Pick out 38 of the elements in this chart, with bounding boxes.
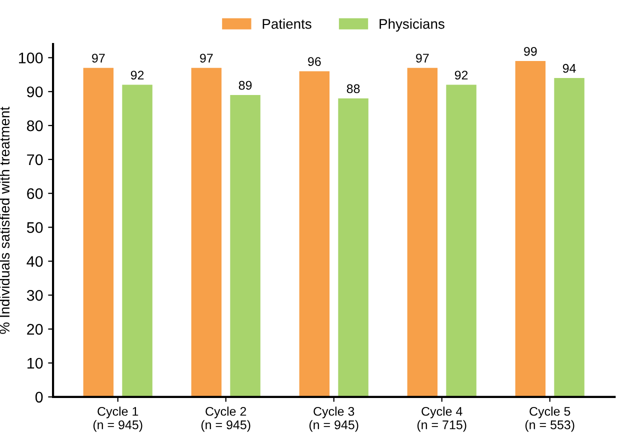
- y-tick-label: 100: [18, 52, 43, 64]
- y-tick-label: 30: [26, 290, 43, 301]
- bar: [407, 68, 438, 397]
- x-tick-label: Cycle 3 (n = 945): [309, 406, 358, 432]
- bar: [338, 98, 368, 397]
- y-tick-label: 50: [26, 222, 43, 233]
- y-tick-label: 90: [27, 86, 43, 98]
- x-tick-label: Cycle 4 (n = 715): [417, 406, 466, 432]
- data-label: 97: [416, 54, 429, 63]
- y-tick-label: 80: [26, 120, 43, 132]
- bar: [299, 71, 330, 397]
- y-tick-label: 60: [27, 188, 43, 200]
- bar: [191, 68, 222, 397]
- data-label: 94: [562, 64, 576, 73]
- data-label: 88: [346, 84, 360, 94]
- y-tick-label: 0: [35, 392, 43, 403]
- bar: [83, 68, 114, 397]
- bar: [446, 84, 476, 397]
- bar: [122, 84, 152, 397]
- bar: [515, 61, 546, 397]
- y-tick-label: 40: [26, 256, 43, 267]
- legend-label: Patients: [262, 18, 312, 29]
- y-tick-label: 70: [27, 154, 43, 166]
- data-label: 97: [200, 54, 213, 63]
- y-tick-label: 20: [27, 324, 43, 335]
- y-tick-label: 10: [27, 358, 43, 369]
- x-tick-label: Cycle 1 (n = 945): [93, 406, 142, 432]
- x-tick-label: Cycle 2 (n = 945): [201, 406, 250, 432]
- data-label: 96: [308, 57, 321, 66]
- bar: [230, 94, 260, 397]
- x-tick-label: Cycle 5 (n = 553): [525, 406, 574, 432]
- bar: [554, 78, 584, 397]
- data-label: 97: [92, 54, 105, 63]
- data-label: 92: [130, 70, 144, 80]
- data-label: 89: [238, 80, 252, 90]
- legend-label: Physicians: [380, 18, 444, 32]
- data-label: 99: [524, 46, 537, 56]
- data-label: 92: [454, 70, 468, 80]
